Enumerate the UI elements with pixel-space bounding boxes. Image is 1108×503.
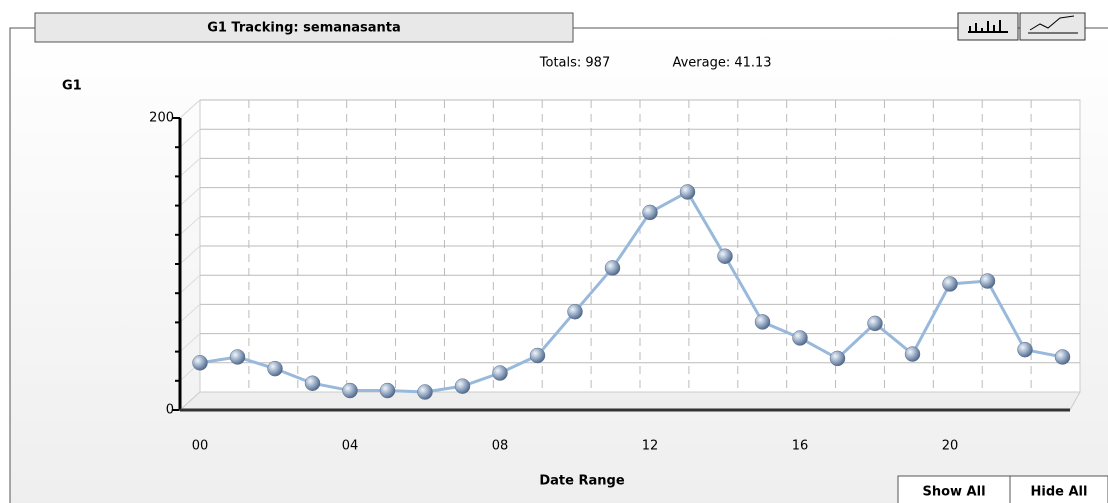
- grid-line-side: [179, 128, 201, 148]
- data-point: [417, 384, 433, 400]
- x-tick-label: 00: [192, 439, 209, 454]
- totals: Totals: 987: [539, 56, 610, 71]
- x-tick-label: 20: [942, 439, 959, 454]
- legend-buttons[interactable]: Show All Hide All: [897, 475, 1108, 503]
- data-point: [192, 355, 208, 371]
- data-point: [1017, 341, 1033, 358]
- grid-line-side: [179, 304, 201, 323]
- x-tick-label: 04: [342, 439, 359, 454]
- x-axis-label: Date Range: [539, 474, 624, 489]
- show-all-label[interactable]: Show All: [922, 485, 985, 500]
- data-point: [904, 346, 921, 362]
- grid-line-side: [179, 216, 201, 236]
- grid-line-side: [179, 333, 201, 352]
- data-point: [867, 315, 883, 332]
- data-point: [567, 303, 583, 320]
- hide-all-label[interactable]: Hide All: [1031, 485, 1088, 500]
- data-point: [492, 365, 508, 381]
- grid-line-side: [179, 274, 201, 294]
- data-point: [979, 273, 996, 289]
- data-point: [679, 184, 696, 200]
- floor: [178, 391, 1081, 411]
- data-point: [604, 260, 621, 276]
- data-point: [342, 382, 358, 399]
- grid-line-side: [179, 187, 201, 206]
- tab-title: G1 Tracking: semanasanta: [207, 21, 401, 36]
- average: Average: 41.13: [672, 56, 771, 71]
- grid-line-side: [179, 99, 201, 119]
- line-icon: [1028, 15, 1078, 34]
- y-tick-label: 200: [149, 111, 174, 126]
- data-point: [304, 375, 321, 391]
- data-point: [717, 248, 733, 264]
- data-point: [454, 378, 471, 394]
- data-point: [229, 349, 246, 365]
- data-point: [267, 360, 283, 377]
- data-point: [642, 204, 658, 221]
- data-point: [829, 350, 846, 367]
- y-tick-label: 0: [166, 403, 174, 418]
- grid-line-side: [179, 158, 201, 177]
- data-point: [379, 382, 396, 399]
- data-point: [754, 314, 771, 330]
- data-point: [942, 276, 958, 292]
- data-point: [792, 330, 808, 346]
- y-axis-label: G1: [62, 79, 82, 94]
- hide-all-button[interactable]: [1009, 475, 1108, 503]
- x-tick-label: 16: [792, 439, 809, 454]
- x-tick-label: 12: [642, 439, 659, 454]
- data-point: [1054, 349, 1071, 365]
- x-tick-label: 08: [492, 439, 509, 454]
- tab: [34, 12, 574, 43]
- line-button[interactable]: [1019, 12, 1086, 41]
- grid-line-side: [179, 245, 201, 265]
- chart-type-buttons[interactable]: [957, 12, 1086, 41]
- bar-icon: [968, 20, 1008, 33]
- data-point: [529, 347, 546, 364]
